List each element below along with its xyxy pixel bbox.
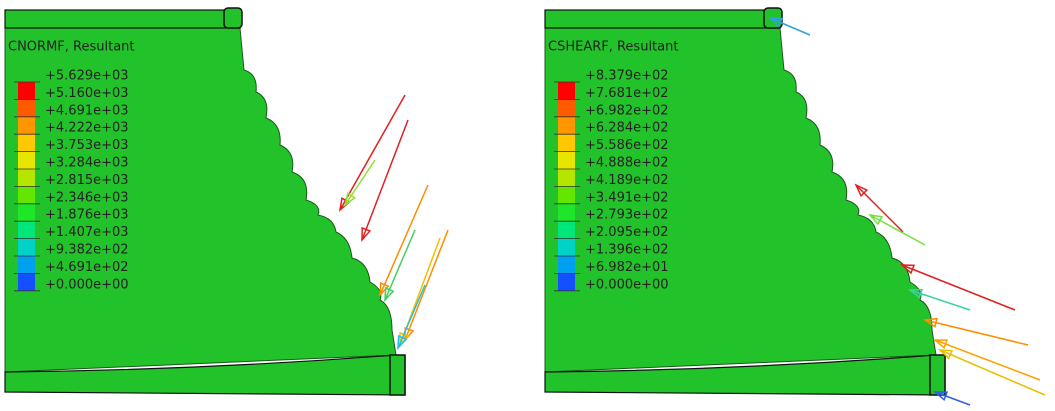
- legend-label: +3.753e+03: [45, 138, 129, 153]
- bottom-block: [930, 355, 945, 395]
- legend-swatch: [558, 117, 575, 134]
- panel: CNORMF, Resultant +5.629e+03 +5.160e+03 +4.…: [5, 8, 448, 395]
- legend-label: +1.876e+03: [45, 208, 129, 223]
- legend-label: +1.407e+03: [45, 225, 129, 240]
- legend-label: +2.346e+03: [45, 190, 129, 205]
- force-arrow: [935, 392, 970, 405]
- legend-label: +9.382e+02: [45, 243, 129, 258]
- legend-swatch: [18, 99, 35, 116]
- arrow-head: [362, 228, 370, 240]
- legend-swatch: [558, 273, 575, 290]
- legend-swatch: [18, 169, 35, 186]
- legend-label: +0.000e+00: [585, 277, 669, 292]
- force-arrow: [398, 285, 425, 348]
- figure: CNORMF, Resultant +5.629e+03 +5.160e+03 +4.…: [0, 0, 1055, 411]
- legend-label: +2.095e+02: [585, 225, 669, 240]
- legend-label: +4.189e+02: [585, 173, 669, 188]
- legend-title: CNORMF, Resultant: [8, 40, 135, 55]
- legend-swatch: [18, 239, 35, 256]
- legend-swatch: [558, 186, 575, 203]
- force-arrow: [405, 230, 448, 340]
- force-arrow: [345, 160, 375, 205]
- legend-swatch: [18, 134, 35, 151]
- legend-label: +6.284e+02: [585, 121, 669, 136]
- legend-swatch: [18, 117, 35, 134]
- bottom-block: [390, 355, 405, 395]
- arrow-head: [345, 193, 355, 205]
- legend-label: +5.160e+03: [45, 86, 129, 101]
- legend-swatch: [558, 239, 575, 256]
- arrow-head: [935, 340, 947, 348]
- legend-label: +5.629e+03: [45, 69, 129, 84]
- legend-label: +4.888e+02: [585, 156, 669, 171]
- force-arrow: [362, 120, 408, 240]
- top-bar: [545, 10, 780, 28]
- legend-swatch: [18, 256, 35, 273]
- legend-label: +6.982e+02: [585, 103, 669, 118]
- legend-swatch: [558, 169, 575, 186]
- legend-swatch: [558, 82, 575, 99]
- legend-swatch: [18, 82, 35, 99]
- legend-swatch: [558, 134, 575, 151]
- legend-label: +3.491e+02: [585, 190, 669, 205]
- legend-label: +5.586e+02: [585, 138, 669, 153]
- legend-swatch: [558, 256, 575, 273]
- legend-title: CSHEARF, Resultant: [548, 40, 678, 55]
- legend-label: +2.793e+02: [585, 208, 669, 223]
- legend-swatch: [18, 221, 35, 238]
- legend-swatch: [18, 186, 35, 203]
- legend-label: +0.000e+00: [45, 277, 129, 292]
- legend-swatch: [558, 204, 575, 221]
- legend-swatch: [558, 152, 575, 169]
- legend-label: +8.379e+02: [585, 69, 669, 84]
- panel: CSHEARF, Resultant +8.379e+02 +7.681e+02 +6…: [545, 8, 1045, 405]
- legend-label: +4.691e+03: [45, 103, 129, 118]
- legend-label: +2.815e+03: [45, 173, 129, 188]
- legend-swatch: [558, 221, 575, 238]
- arrow-head: [385, 288, 393, 300]
- legend-label: +4.691e+02: [45, 260, 129, 275]
- legend-label: +7.681e+02: [585, 86, 669, 101]
- legend-label: +4.222e+03: [45, 121, 129, 136]
- top-bar: [5, 10, 240, 28]
- legend-label: +1.396e+02: [585, 243, 669, 258]
- legend-swatch: [18, 152, 35, 169]
- force-arrow: [940, 350, 1045, 395]
- force-arrow: [935, 340, 1040, 380]
- legend-label: +6.982e+01: [585, 260, 669, 275]
- legend-swatch: [558, 99, 575, 116]
- top-block: [224, 8, 242, 28]
- legend-swatch: [18, 273, 35, 290]
- legend-swatch: [18, 204, 35, 221]
- legend-label: +3.284e+03: [45, 156, 129, 171]
- force-arrow: [380, 185, 428, 295]
- force-arrow: [925, 320, 1028, 345]
